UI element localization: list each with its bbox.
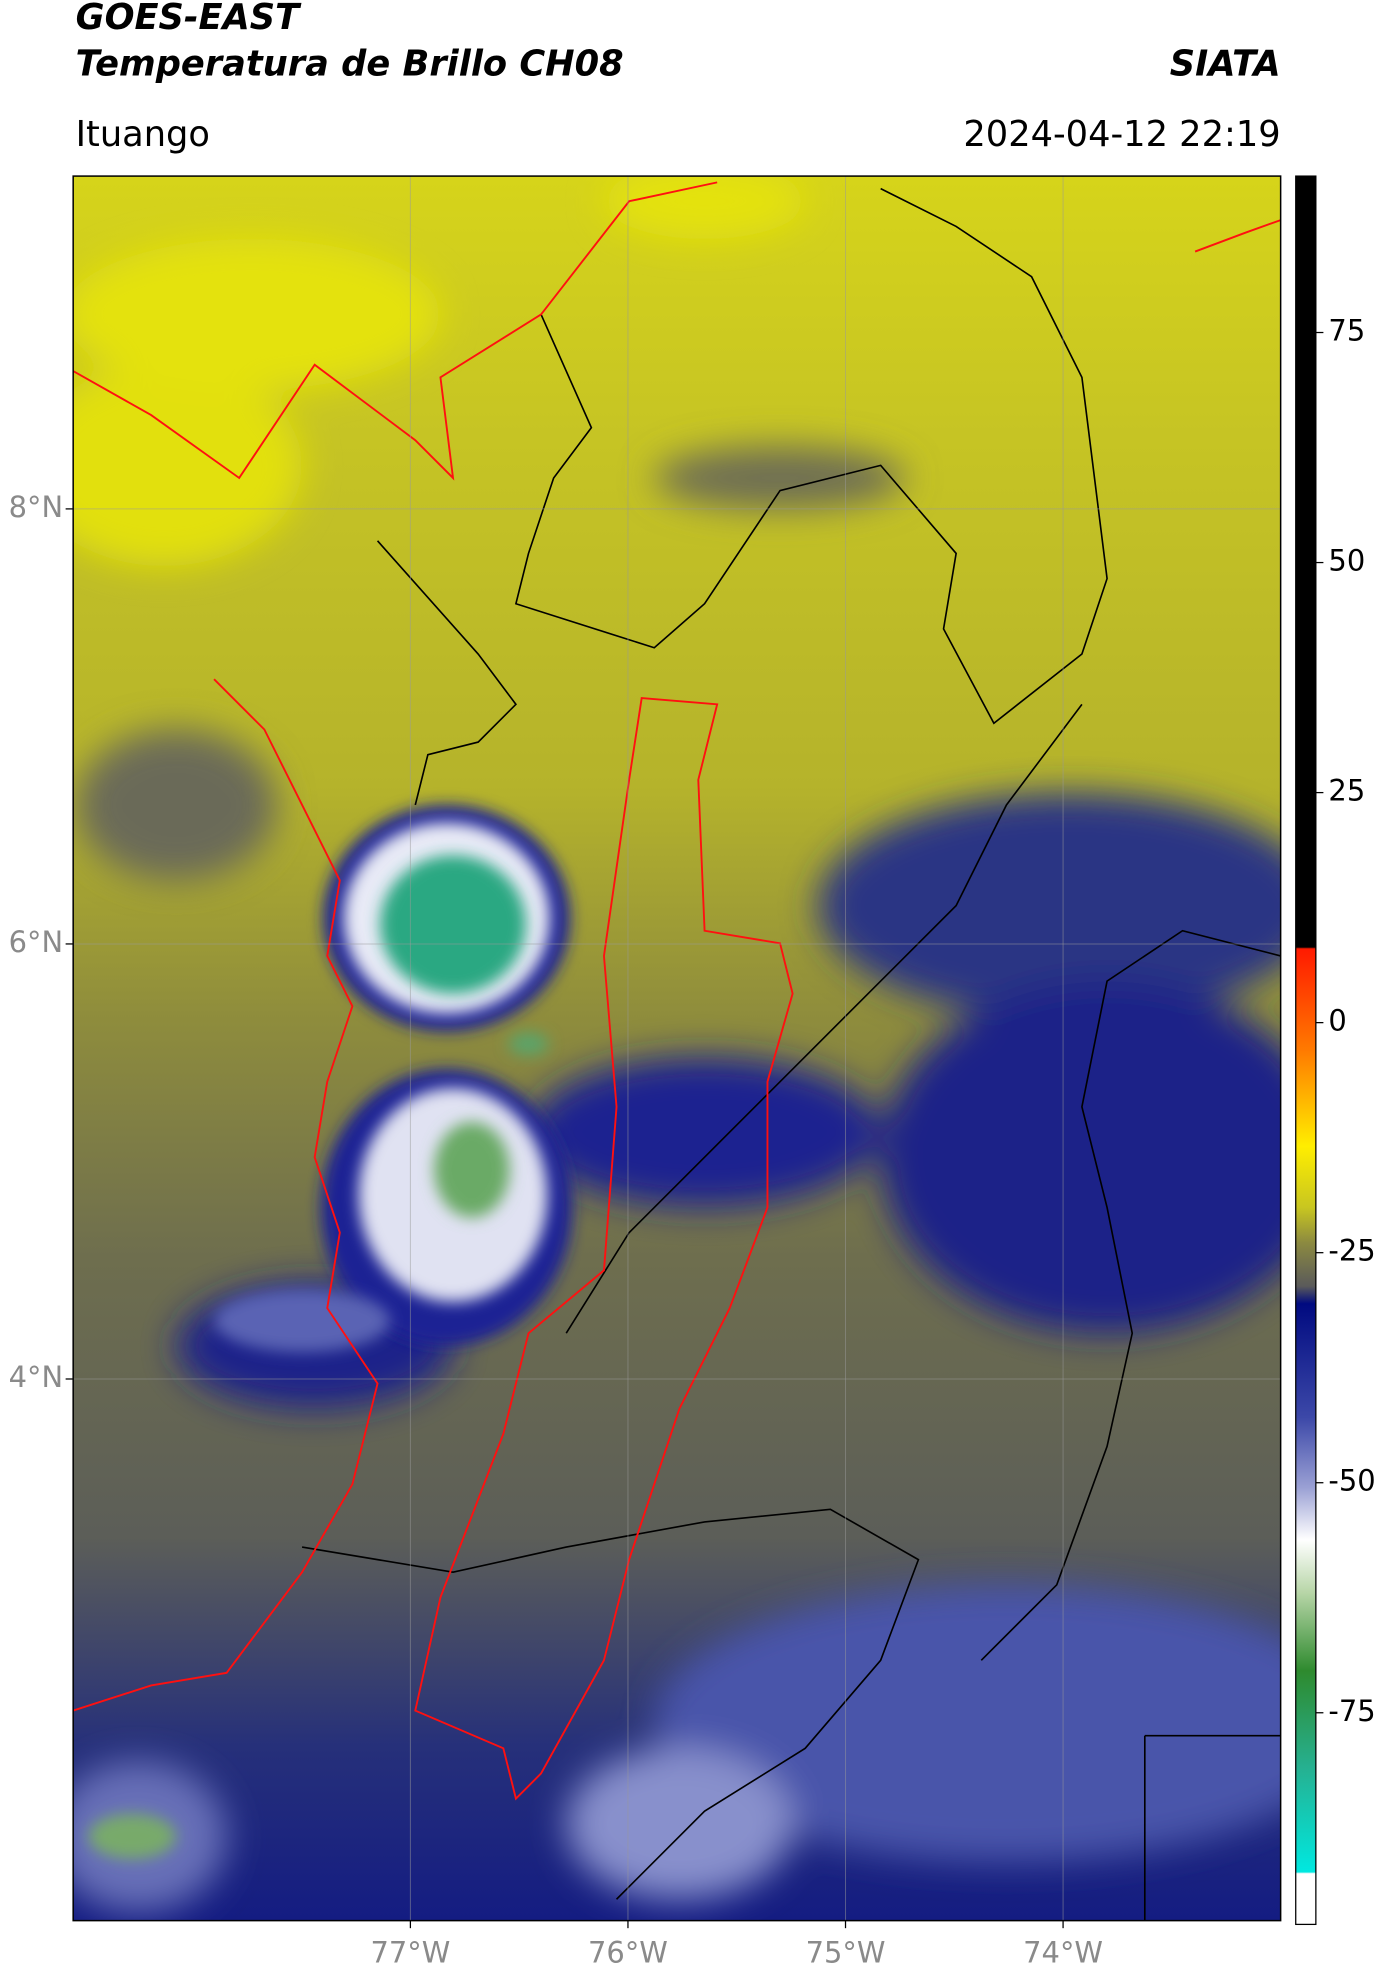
y-tick-label: 4°N bbox=[9, 1360, 63, 1394]
brand: SIATA bbox=[1170, 43, 1281, 84]
colorbar-tick-label: 0 bbox=[1328, 1004, 1346, 1038]
border bbox=[980, 929, 1281, 1661]
y-tick-label: 8°N bbox=[9, 490, 63, 524]
outline bbox=[1194, 219, 1281, 253]
product: Temperatura de Brillo CH08 bbox=[76, 43, 624, 84]
storm-cells bbox=[88, 804, 573, 1859]
colorbar bbox=[1295, 175, 1317, 1926]
border bbox=[301, 1508, 920, 1900]
datetime: 2024-04-12 22:19 bbox=[963, 114, 1280, 155]
x-tick-label: 75°W bbox=[806, 1936, 886, 1970]
cloud-field bbox=[73, 176, 1281, 1912]
y-tick-label: 6°N bbox=[9, 925, 63, 959]
border bbox=[565, 703, 1083, 1334]
x-tick-label: 77°W bbox=[370, 1936, 450, 1970]
imagery bbox=[73, 176, 1281, 1921]
colorbar-tick-label: 25 bbox=[1328, 774, 1365, 808]
outline bbox=[414, 697, 794, 1801]
border bbox=[1143, 1734, 1281, 1921]
x-tick-label: 74°W bbox=[1023, 1936, 1103, 1970]
colorbar-tick-label: 50 bbox=[1328, 544, 1365, 578]
borders bbox=[301, 187, 1281, 1921]
outline bbox=[73, 181, 718, 481]
colorbar-tick-label: 75 bbox=[1328, 314, 1365, 348]
grid-layer bbox=[73, 176, 1281, 1921]
satellite: GOES-EAST bbox=[76, 0, 302, 38]
colorbar-tick-label: -25 bbox=[1328, 1234, 1375, 1268]
location: Ituango bbox=[76, 114, 210, 155]
region-outlines bbox=[73, 181, 1281, 1801]
map-frame bbox=[72, 175, 1282, 1922]
outline bbox=[73, 678, 379, 1712]
colorbar-tick-label: -75 bbox=[1328, 1694, 1375, 1728]
colorbar-tick-label: -50 bbox=[1328, 1464, 1375, 1498]
border bbox=[376, 540, 517, 806]
x-tick-label: 76°W bbox=[588, 1936, 668, 1970]
